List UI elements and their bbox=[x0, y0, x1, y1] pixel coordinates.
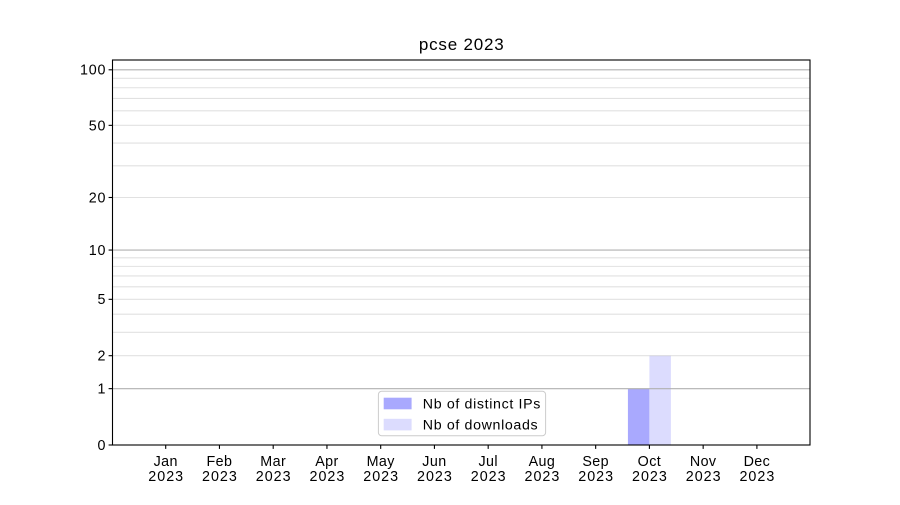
svg-text:2023: 2023 bbox=[739, 469, 775, 485]
svg-text:2023: 2023 bbox=[417, 469, 453, 485]
svg-text:Mar: Mar bbox=[260, 454, 286, 470]
svg-text:Nb of downloads: Nb of downloads bbox=[423, 418, 538, 434]
svg-text:1: 1 bbox=[98, 382, 107, 398]
svg-text:2023: 2023 bbox=[310, 469, 346, 485]
svg-text:Nb of distinct IPs: Nb of distinct IPs bbox=[423, 397, 541, 413]
svg-text:5: 5 bbox=[98, 292, 107, 308]
svg-text:20: 20 bbox=[89, 190, 107, 206]
svg-text:Apr: Apr bbox=[315, 454, 338, 470]
svg-text:2023: 2023 bbox=[525, 469, 561, 485]
svg-text:2023: 2023 bbox=[202, 469, 238, 485]
svg-text:Feb: Feb bbox=[207, 454, 233, 470]
svg-text:2023: 2023 bbox=[148, 469, 184, 485]
svg-text:pcse 2023: pcse 2023 bbox=[419, 35, 505, 54]
svg-text:2: 2 bbox=[98, 349, 107, 365]
svg-text:2023: 2023 bbox=[363, 469, 399, 485]
svg-text:2023: 2023 bbox=[256, 469, 292, 485]
svg-text:2023: 2023 bbox=[632, 469, 668, 485]
svg-text:50: 50 bbox=[89, 118, 107, 134]
svg-text:Sep: Sep bbox=[582, 454, 609, 470]
svg-text:2023: 2023 bbox=[578, 469, 614, 485]
svg-text:10: 10 bbox=[89, 243, 107, 259]
svg-text:Nov: Nov bbox=[690, 454, 717, 470]
svg-text:Jul: Jul bbox=[478, 454, 497, 470]
svg-text:2023: 2023 bbox=[471, 469, 507, 485]
svg-text:Aug: Aug bbox=[529, 454, 556, 470]
svg-text:Jun: Jun bbox=[422, 454, 446, 470]
svg-text:Oct: Oct bbox=[638, 454, 661, 470]
svg-text:2023: 2023 bbox=[686, 469, 722, 485]
svg-text:100: 100 bbox=[80, 63, 106, 79]
svg-text:Jan: Jan bbox=[154, 454, 178, 470]
svg-text:Dec: Dec bbox=[744, 454, 771, 470]
svg-text:May: May bbox=[367, 454, 396, 470]
svg-text:0: 0 bbox=[98, 438, 107, 454]
